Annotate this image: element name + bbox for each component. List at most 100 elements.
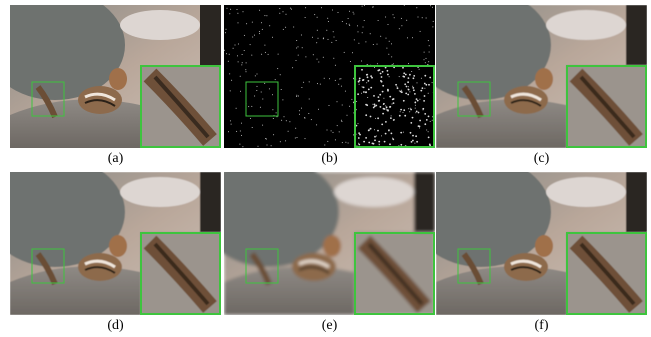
noise-dot (424, 75, 426, 77)
noise-dot (354, 39, 355, 40)
noise-dot (282, 99, 283, 100)
noise-dot (410, 108, 411, 109)
noise-dot (283, 29, 284, 30)
noise-dot (403, 132, 404, 133)
noise-dot (370, 75, 372, 77)
noise-dot (362, 6, 363, 7)
noise-dot (241, 123, 242, 124)
noise-dot (299, 110, 300, 111)
noise-dot (361, 69, 363, 71)
noise-dot (370, 128, 372, 130)
noise-dot (229, 13, 230, 14)
noise-dot (305, 17, 306, 18)
noise-dot (320, 84, 321, 85)
noise-dot (419, 120, 421, 122)
noise-dot (391, 115, 392, 116)
noise-dot (361, 61, 362, 62)
noise-dot (385, 121, 387, 123)
noise-dot (331, 42, 332, 43)
noise-dot (357, 25, 358, 26)
noise-dot (317, 30, 318, 31)
noise-dot (387, 90, 389, 92)
noise-dot (359, 78, 361, 80)
noise-dot (389, 76, 390, 77)
scene-image (411, 157, 647, 315)
noise-dot (351, 99, 352, 100)
noise-dot (433, 21, 434, 22)
noise-dot (429, 144, 431, 146)
noise-dot (353, 12, 354, 13)
noise-dot (363, 141, 365, 143)
noise-dot (342, 105, 343, 106)
noise-dot (386, 109, 387, 110)
scene-image (0, 0, 221, 148)
noise-dot (262, 125, 263, 126)
panel-label: (e) (322, 318, 338, 333)
noise-dot (412, 86, 413, 87)
noise-dot (295, 138, 296, 139)
noise-dot (428, 84, 430, 86)
noise-dot (362, 79, 364, 81)
noise-dot (262, 29, 263, 30)
panel-label: (d) (107, 318, 124, 333)
noise-dot (393, 119, 395, 121)
noise-dot (349, 11, 350, 12)
noise-dot (226, 53, 227, 54)
noise-dot (372, 104, 373, 105)
noise-dot (305, 7, 306, 8)
noise-dot (428, 40, 429, 41)
noise-dot (426, 130, 427, 131)
noise-dot (393, 63, 394, 64)
scene-image (199, 157, 435, 315)
noise-dot (303, 82, 304, 83)
noise-dot (290, 8, 291, 9)
noise-dot (357, 93, 359, 95)
noise-dot (417, 82, 418, 83)
noise-dot (391, 43, 392, 44)
noise-dot (432, 7, 433, 8)
noise-dot (403, 112, 404, 113)
noise-dot (370, 87, 372, 89)
noise-dot (309, 99, 310, 100)
noise-dot (428, 131, 429, 132)
noise-dot (250, 44, 251, 45)
noise-dot (415, 112, 416, 113)
noise-dot (358, 43, 359, 44)
noise-dot (412, 87, 414, 89)
noise-dot (361, 93, 362, 94)
noise-dot (391, 133, 393, 135)
noise-dot (333, 58, 334, 59)
noise-dot (401, 90, 402, 91)
noise-dot (418, 125, 420, 127)
noise-dot (414, 93, 416, 95)
noise-dot (403, 72, 405, 74)
noise-dot (281, 89, 282, 90)
noise-dot (345, 91, 346, 92)
noise-dot (428, 93, 429, 94)
noise-dot (381, 135, 382, 136)
noise-dot (329, 105, 330, 106)
noise-dot (399, 115, 401, 117)
noise-dot (404, 83, 406, 85)
noise-dot (327, 130, 328, 131)
noise-dot (399, 28, 400, 29)
noise-dot (273, 134, 274, 135)
noise-dot (241, 135, 242, 136)
noise-dot (261, 22, 262, 23)
noise-dot (407, 81, 409, 83)
noise-dot (329, 78, 330, 79)
noise-dot (373, 44, 374, 45)
noise-dot (336, 40, 337, 41)
noise-dot (341, 121, 342, 122)
noise-dot (385, 17, 386, 18)
noise-dot (284, 116, 285, 117)
noise-dot (236, 108, 237, 109)
noise-dot (415, 108, 416, 109)
noise-dot (240, 91, 241, 92)
noise-dot (356, 101, 357, 102)
noise-dot (340, 78, 341, 79)
noise-dot (231, 80, 232, 81)
noise-dot (377, 44, 378, 45)
noise-dot (378, 20, 379, 21)
noise-dot (324, 145, 325, 146)
